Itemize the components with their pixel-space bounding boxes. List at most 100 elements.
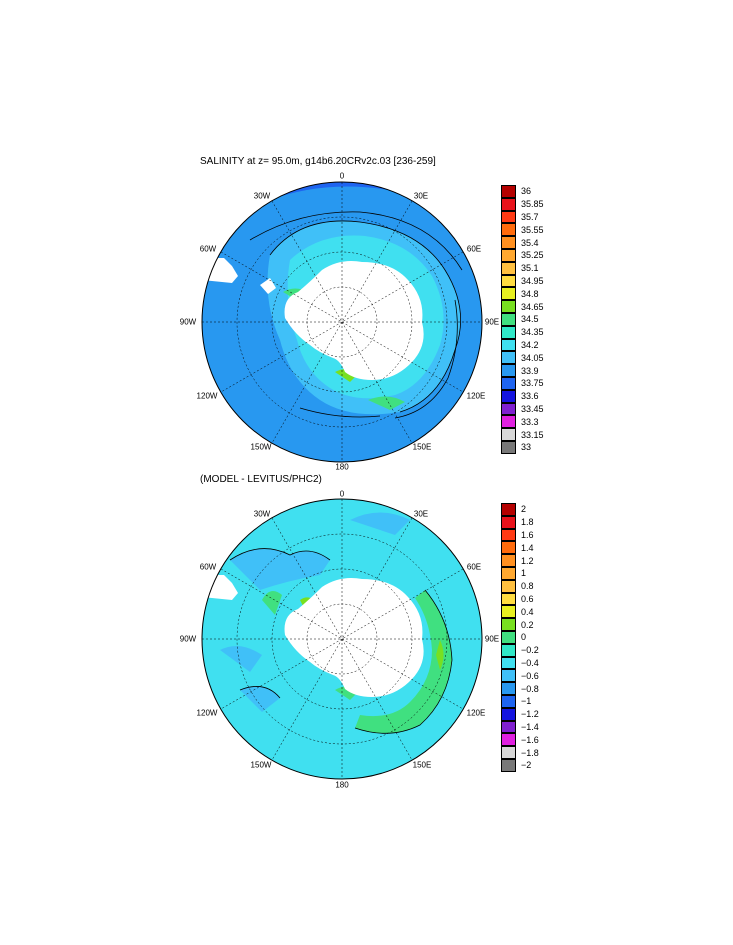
colorbar-label: −1.4 — [521, 722, 539, 732]
top-lon-label-60e: 60E — [466, 244, 482, 254]
colorbar-label: 35.1 — [521, 263, 539, 274]
top-lon-label-0: 0 — [339, 171, 345, 181]
colorbar-label: −0.4 — [521, 658, 539, 668]
bottom-lon-label-30w: 30W — [253, 509, 271, 519]
colorbar-label: −2 — [521, 760, 532, 771]
colorbar-label: 0.6 — [521, 594, 534, 604]
top-lon-label-60w: 60W — [199, 244, 217, 254]
colorbar-label: 1.8 — [521, 517, 534, 528]
colorbar-swatch — [501, 364, 516, 377]
colorbar-swatch — [501, 338, 516, 352]
colorbar-swatch — [501, 351, 516, 365]
colorbar-label: −0.8 — [521, 683, 539, 694]
bottom-lon-label-150w: 150W — [250, 760, 272, 770]
colorbar-label: 35.25 — [521, 250, 544, 261]
colorbar-swatch — [501, 592, 516, 606]
bottom-lon-label-60e: 60E — [466, 562, 482, 572]
bottom-panel-title: (MODEL - LEVITUS/PHC2) — [200, 474, 322, 485]
colorbar-label: 34.35 — [521, 327, 544, 338]
colorbar-swatch — [501, 541, 516, 555]
colorbar-swatch — [501, 287, 516, 301]
colorbar-swatch — [501, 377, 516, 390]
colorbar-swatch — [501, 313, 516, 326]
salinity-colorbar: 36 35.85 35.7 35.55 35.4 35.25 35.1 34.95 34.8 34… — [501, 185, 561, 455]
colorbar-swatch — [501, 669, 516, 683]
colorbar-label: 1.4 — [521, 542, 534, 553]
colorbar-swatch — [501, 579, 516, 593]
top-lon-label-150e: 150E — [412, 442, 432, 452]
colorbar-label: 33.3 — [521, 416, 539, 427]
colorbar-swatch — [501, 515, 516, 529]
top-lon-label-120w: 120W — [196, 391, 218, 401]
colorbar-swatch — [501, 300, 516, 313]
top-lon-label-90e: 90E — [484, 317, 500, 327]
colorbar-label: −0.6 — [521, 670, 539, 681]
colorbar-label: 0.2 — [521, 619, 534, 630]
colorbar-label: 35.55 — [521, 224, 544, 235]
colorbar-label: 1.6 — [521, 530, 534, 540]
colorbar-label: 34.2 — [521, 340, 539, 350]
colorbar-swatch — [501, 249, 516, 262]
colorbar-swatch — [501, 441, 516, 454]
top-lon-label-150w: 150W — [250, 442, 272, 452]
colorbar-label: 35.85 — [521, 199, 544, 210]
colorbar-swatch — [501, 656, 516, 670]
colorbar-swatch — [501, 210, 516, 224]
colorbar-swatch — [501, 402, 516, 416]
colorbar-label: 36 — [521, 186, 532, 197]
colorbar-label: −1 — [521, 696, 532, 707]
colorbar-label: 33.75 — [521, 378, 544, 389]
colorbar-swatch — [501, 720, 516, 734]
colorbar-label: −1.6 — [521, 734, 539, 745]
colorbar-label: 1 — [521, 568, 527, 579]
colorbar-swatch — [501, 605, 516, 619]
colorbar-swatch — [501, 261, 516, 275]
colorbar-label: 33.9 — [521, 365, 539, 376]
bottom-lon-label-120w: 120W — [196, 708, 218, 718]
colorbar-label: 34.65 — [521, 301, 544, 312]
colorbar-label: 2 — [521, 504, 527, 515]
colorbar-swatch — [501, 503, 516, 516]
bottom-lon-label-60w: 60W — [199, 562, 217, 572]
colorbar-swatch — [501, 733, 516, 747]
top-panel-title: SALINITY at z= 95.0m, g14b6.20CRv2c.03 [… — [200, 156, 436, 167]
colorbar-label: 0.8 — [521, 581, 534, 592]
bottom-lon-label-0: 0 — [339, 489, 345, 499]
top-lon-label-30e: 30E — [413, 191, 429, 201]
colorbar-label: 34.05 — [521, 352, 544, 363]
colorbar-label: 33.15 — [521, 429, 544, 440]
bottom-lon-label-120e: 120E — [466, 708, 486, 718]
bottom-lon-label-90w: 90W — [179, 634, 197, 644]
colorbar-label: −0.2 — [521, 645, 539, 656]
colorbar-swatch — [501, 631, 516, 644]
colorbar-label: 34.8 — [521, 288, 539, 299]
top-lon-label-90w: 90W — [179, 317, 197, 327]
bottom-map-graticule — [202, 499, 482, 779]
colorbar-swatch — [501, 274, 516, 288]
bottom-lon-label-90e: 90E — [484, 634, 500, 644]
colorbar-swatch — [501, 415, 516, 429]
colorbar-swatch — [501, 389, 516, 403]
colorbar-swatch — [501, 746, 516, 759]
colorbar-swatch — [501, 197, 516, 211]
colorbar-swatch — [501, 643, 516, 657]
colorbar-swatch — [501, 554, 516, 567]
bottom-lon-label-150e: 150E — [412, 760, 432, 770]
bottom-lon-label-30e: 30E — [413, 509, 429, 519]
colorbar-label: 0 — [521, 632, 527, 643]
colorbar-swatch — [501, 695, 516, 708]
top-lon-label-180: 180 — [335, 462, 349, 472]
difference-colorbar: 2 1.8 1.6 1.4 1.2 1 0.8 0.6 0.4 0.2 0 −0.2 −0.4 −0.6 −… — [501, 503, 561, 773]
colorbar-label: 0.4 — [521, 606, 534, 617]
bottom-lon-label-180: 180 — [335, 780, 349, 790]
colorbar-swatch — [501, 236, 516, 249]
colorbar-label: 35.7 — [521, 212, 539, 222]
colorbar-swatch — [501, 185, 516, 198]
colorbar-swatch — [501, 759, 516, 772]
colorbar-swatch — [501, 618, 516, 631]
colorbar-swatch — [501, 528, 516, 542]
top-map-graticule — [202, 182, 482, 462]
colorbar-label: 34.95 — [521, 276, 544, 286]
top-lon-label-120e: 120E — [466, 391, 486, 401]
